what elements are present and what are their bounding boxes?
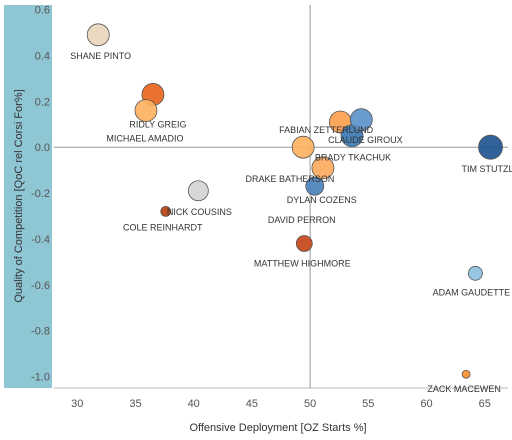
data-point	[468, 265, 483, 281]
data-label: ADAM GAUDETTE	[433, 287, 511, 297]
data-point	[305, 176, 325, 196]
data-label: DRAKE BATHERSON	[245, 174, 334, 184]
y-tick-label: 0.0	[35, 142, 50, 154]
data-point	[311, 156, 335, 180]
data-label: RIDLY GREIG	[129, 119, 186, 129]
data-point	[160, 206, 172, 217]
data-label: MICHAEL AMADIO	[106, 133, 183, 143]
y-tick-label: 0.4	[35, 50, 50, 62]
x-tick-label: 60	[420, 398, 432, 410]
data-label: NICK COUSINS	[167, 207, 232, 217]
data-point	[291, 135, 315, 159]
data-point	[134, 99, 158, 122]
x-axis-title: Offensive Deployment [OZ Starts %]	[189, 422, 366, 434]
data-label: CLAUDE GIROUX	[328, 135, 403, 145]
y-tick-label: -0.2	[31, 188, 50, 200]
data-labels: SHANE PINTO RIDLY GREIG MICHAEL AMADIO NICK…	[70, 51, 512, 394]
data-point	[187, 180, 209, 202]
y-tick-label: 0.6	[35, 5, 50, 17]
y-tick-label: -0.6	[31, 280, 50, 292]
x-tick-label: 65	[479, 398, 491, 410]
x-axis-ticks: 30 35 40 45 50 55 60 65	[71, 398, 491, 410]
x-tick-label: 55	[362, 398, 374, 410]
y-axis-title: Quality of Competition [QoC rel Corsi Fo…	[13, 89, 25, 302]
data-label: FABIAN ZETTERLUND	[279, 125, 374, 135]
y-axis-band	[4, 5, 52, 388]
data-point	[478, 134, 503, 160]
data-label: COLE REINHARDT	[123, 222, 203, 232]
data-label: TIM STUTZLE	[462, 164, 512, 174]
data-point	[461, 369, 471, 379]
data-point	[295, 235, 313, 252]
x-tick-label: 50	[304, 398, 316, 410]
data-label: SHANE PINTO	[70, 51, 131, 61]
y-tick-label: 0.2	[35, 96, 50, 108]
data-label: DAVID PERRON	[268, 215, 336, 225]
y-axis-ticks: 0.6 0.4 0.2 0.0 -0.2 -0.4 -0.6 -0.8 -1.0	[31, 5, 50, 384]
y-tick-label: -0.8	[31, 326, 50, 338]
y-tick-label: -0.4	[31, 234, 50, 246]
y-tick-label: -1.0	[31, 372, 50, 384]
data-label: MATTHEW HIGHMORE	[254, 259, 351, 269]
x-tick-label: 35	[129, 398, 141, 410]
data-label: BRADY TKACHUK	[315, 153, 391, 163]
data-label: DYLAN COZENS	[287, 195, 357, 205]
data-label: ZACK MACEWEN	[427, 384, 501, 394]
x-tick-label: 30	[71, 398, 83, 410]
data-point	[86, 23, 110, 47]
x-tick-label: 45	[246, 398, 258, 410]
data-point	[349, 108, 373, 132]
x-tick-label: 40	[188, 398, 200, 410]
data-points	[86, 23, 503, 379]
